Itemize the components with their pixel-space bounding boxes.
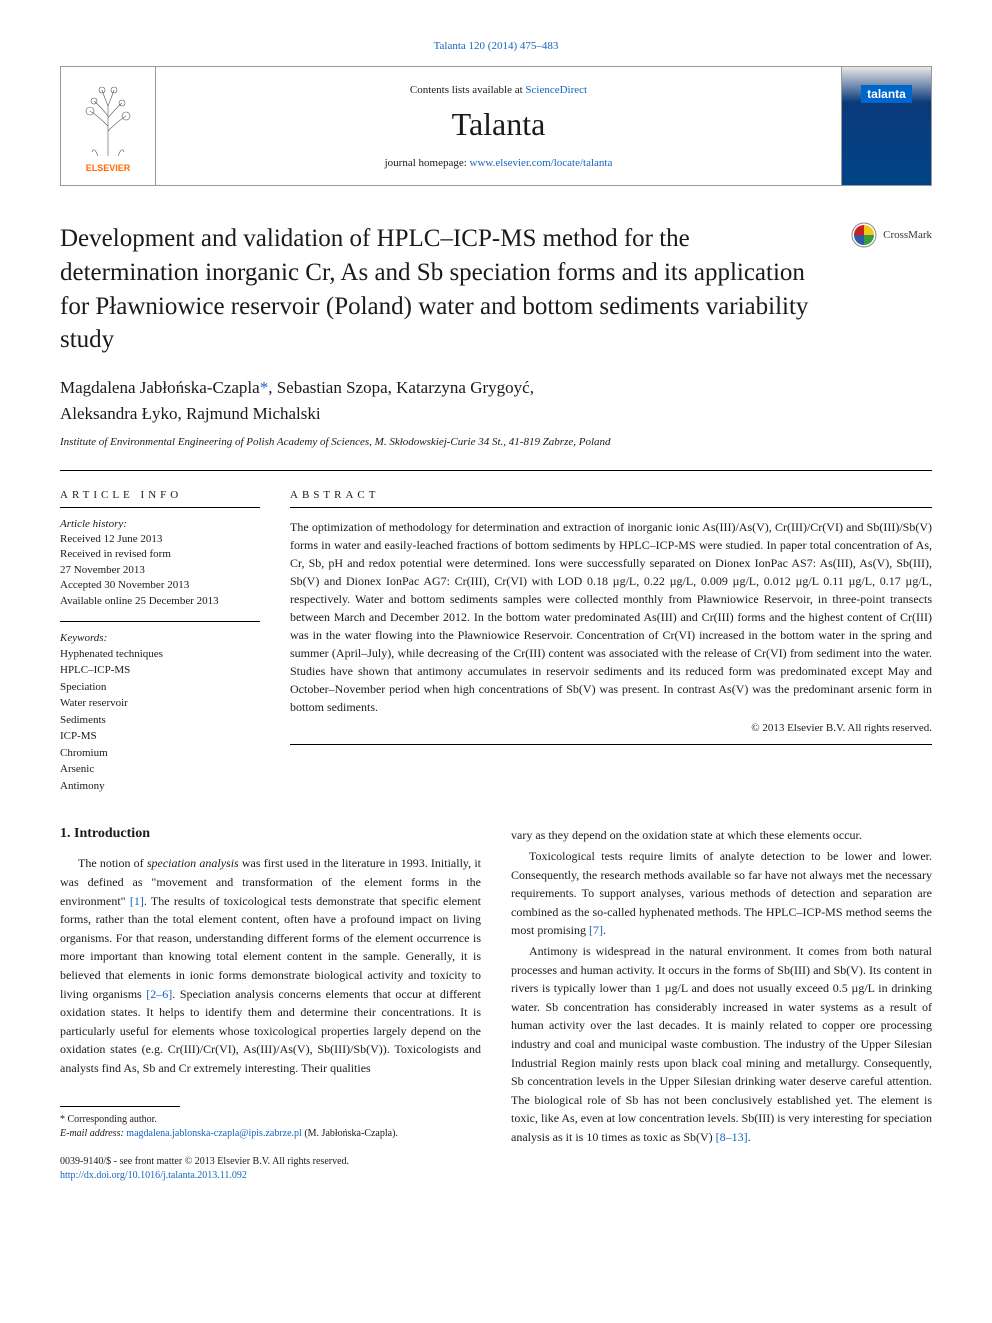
intro-p3: Toxicological tests require limits of an… (511, 847, 932, 940)
intro-p4: Antimony is widespread in the natural en… (511, 942, 932, 1147)
abstract-copyright: © 2013 Elsevier B.V. All rights reserved… (290, 722, 932, 734)
kw: Speciation (60, 679, 260, 696)
kw: HPLC–ICP-MS (60, 662, 260, 679)
header-center: Contents lists available at ScienceDirec… (156, 67, 841, 185)
footnote-rule (60, 1106, 180, 1107)
abstract-text: The optimization of methodology for dete… (290, 518, 932, 716)
p1c: . The results of toxicological tests dem… (60, 894, 481, 1001)
history-text: Received 12 June 2013 Received in revise… (60, 532, 260, 609)
left-column: 1. Introduction The notion of speciation… (60, 826, 481, 1182)
authors-line2: Aleksandra Łyko, Rajmund Michalski (60, 404, 321, 423)
author-1: Magdalena Jabłońska-Czapla (60, 378, 260, 397)
article-info-column: ARTICLE INFO Article history: Received 1… (60, 489, 260, 794)
p1a: The notion of (78, 856, 147, 870)
kw: Sediments (60, 712, 260, 729)
bottom-meta: 0039-9140/$ - see front matter © 2013 El… (60, 1155, 481, 1183)
journal-header-bar: ELSEVIER Contents lists available at Sci… (60, 66, 932, 186)
abstract-rule (290, 507, 932, 508)
homepage-line: journal homepage: www.elsevier.com/locat… (385, 157, 613, 169)
kw: Hyphenated techniques (60, 646, 260, 663)
contents-available-line: Contents lists available at ScienceDirec… (410, 84, 587, 96)
corresponding-mark[interactable]: * (260, 378, 269, 397)
section-rule (60, 470, 932, 471)
p4a: Antimony is widespread in the natural en… (511, 944, 932, 1144)
kw: Antimony (60, 778, 260, 795)
kw: ICP-MS (60, 728, 260, 745)
history-label: Article history: (60, 518, 260, 530)
abstract-column: ABSTRACT The optimization of methodology… (290, 489, 932, 794)
kw: Chromium (60, 745, 260, 762)
homepage-label: journal homepage: (385, 157, 470, 169)
info-rule-2 (60, 621, 260, 622)
authors-cont: , Sebastian Szopa, Katarzyna Grygoyć, (268, 378, 534, 397)
corresponding-footnote: * Corresponding author. E-mail address: … (60, 1113, 481, 1141)
journal-name: Talanta (452, 106, 546, 143)
talanta-badge-text: talanta (861, 85, 912, 103)
p4b: . (748, 1130, 751, 1144)
homepage-link[interactable]: www.elsevier.com/locate/talanta (470, 157, 613, 169)
right-column: vary as they depend on the oxidation sta… (511, 826, 932, 1182)
info-rule-1 (60, 507, 260, 508)
intro-heading: 1. Introduction (60, 826, 481, 842)
email-link[interactable]: magdalena.jablonska-czapla@ipis.zabrze.p… (126, 1128, 302, 1139)
doi-link[interactable]: http://dx.doi.org/10.1016/j.talanta.2013… (60, 1170, 247, 1181)
svg-text:ELSEVIER: ELSEVIER (86, 163, 131, 173)
intro-p1: The notion of speciation analysis was fi… (60, 854, 481, 1077)
kw: Water reservoir (60, 695, 260, 712)
keywords-list: Hyphenated techniques HPLC–ICP-MS Specia… (60, 646, 260, 795)
affiliation: Institute of Environmental Engineering o… (60, 436, 932, 448)
crossmark-label: CrossMark (883, 229, 932, 241)
elsevier-tree-icon: ELSEVIER (68, 76, 148, 176)
article-info-heading: ARTICLE INFO (60, 489, 260, 501)
crossmark-badge[interactable]: CrossMark (851, 222, 932, 248)
ref-1[interactable]: [1] (130, 894, 144, 908)
keywords-label: Keywords: (60, 632, 260, 644)
crossmark-icon (851, 222, 877, 248)
ref-7[interactable]: [7] (589, 923, 603, 937)
p3b: . (603, 923, 606, 937)
elsevier-logo: ELSEVIER (61, 67, 156, 185)
abstract-rule-bottom (290, 744, 932, 745)
ref-8-13[interactable]: [8–13] (716, 1130, 748, 1144)
p1-em: speciation analysis (147, 856, 239, 870)
kw: Arsenic (60, 761, 260, 778)
corr-label: * Corresponding author. (60, 1113, 481, 1127)
sciencedirect-link[interactable]: ScienceDirect (525, 84, 587, 96)
email-tail: (M. Jabłońska-Czapla). (302, 1128, 398, 1139)
ref-2-6[interactable]: [2–6] (146, 987, 172, 1001)
talanta-cover-thumb: talanta (841, 67, 931, 185)
author-list: Magdalena Jabłońska-Czapla*, Sebastian S… (60, 375, 932, 426)
contents-text: Contents lists available at (410, 84, 525, 96)
abstract-heading: ABSTRACT (290, 489, 932, 501)
issn-line: 0039-9140/$ - see front matter © 2013 El… (60, 1155, 481, 1169)
intro-p2: vary as they depend on the oxidation sta… (511, 826, 932, 845)
paper-title: Development and validation of HPLC–ICP-M… (60, 222, 831, 357)
citation-link[interactable]: Talanta 120 (2014) 475–483 (434, 40, 559, 52)
email-label: E-mail address: (60, 1128, 126, 1139)
citation-header: Talanta 120 (2014) 475–483 (60, 40, 932, 52)
p3a: Toxicological tests require limits of an… (511, 849, 932, 937)
